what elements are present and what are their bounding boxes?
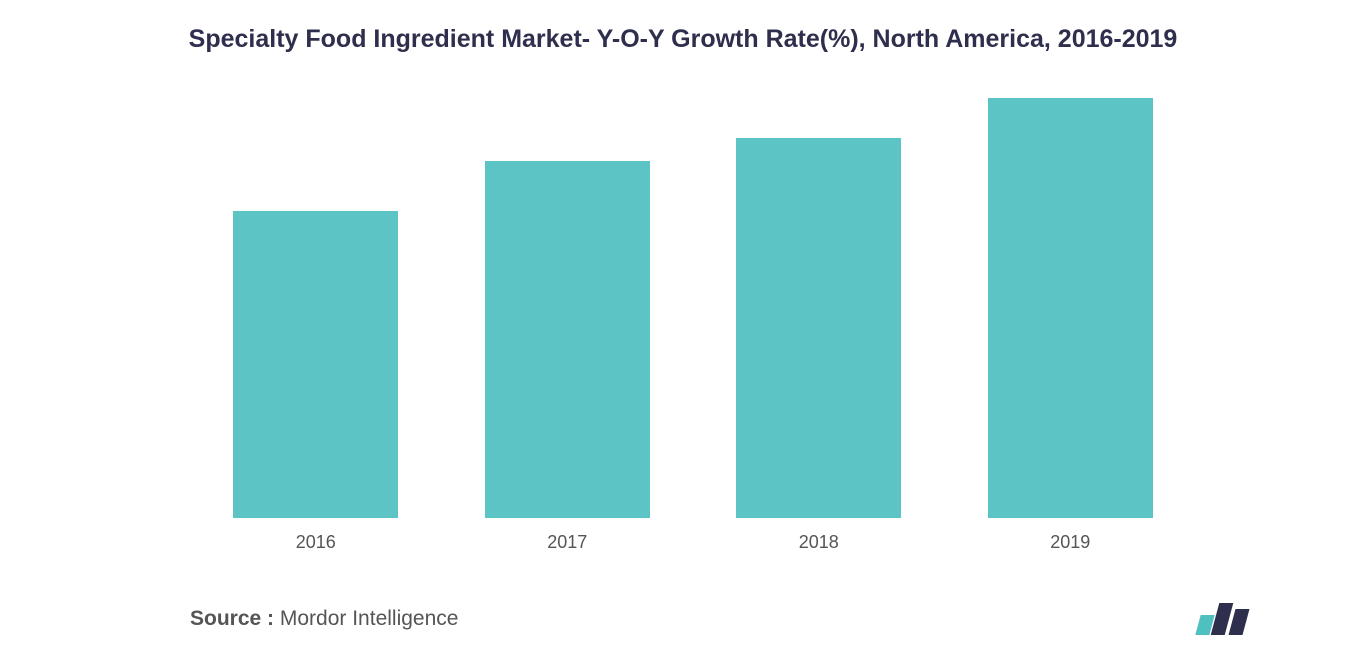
bar-3 [988,98,1153,518]
source-label: Source : [190,607,274,630]
chart-plot-area: 2016 2017 2018 2019 [50,94,1316,553]
bar-group-0: 2016 [190,211,442,553]
bar-1 [485,161,650,518]
bar-0 [233,211,398,518]
bar-label-1: 2017 [547,532,587,553]
source-value: Mordor Intelligence [274,607,458,630]
source-attribution: Source : Mordor Intelligence [190,607,458,631]
bar-label-0: 2016 [296,532,336,553]
chart-title: Specialty Food Ingredient Market- Y-O-Y … [50,25,1316,54]
bar-label-2: 2018 [799,532,839,553]
bar-group-2: 2018 [693,138,945,553]
bar-group-1: 2017 [442,161,694,553]
logo-bar-3 [1229,609,1250,635]
bar-group-3: 2019 [945,98,1197,553]
bar-2 [736,138,901,518]
mordor-logo-icon [1198,603,1306,635]
chart-footer: Source : Mordor Intelligence [50,553,1316,635]
logo-bars [1198,603,1246,635]
bar-label-3: 2019 [1050,532,1090,553]
chart-container: Specialty Food Ingredient Market- Y-O-Y … [0,0,1366,655]
